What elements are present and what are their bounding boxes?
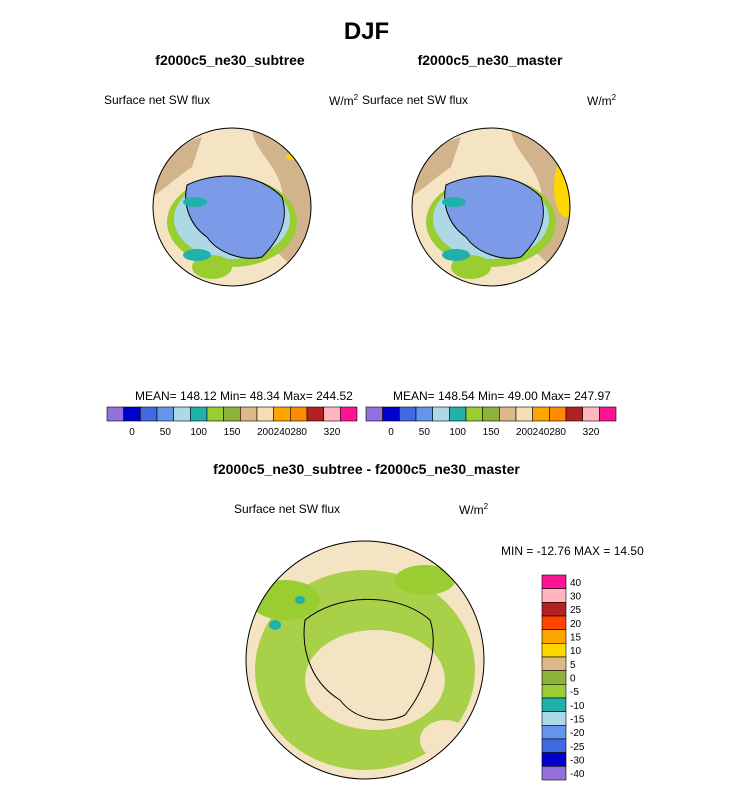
colorbar-cell xyxy=(541,725,567,740)
colorbar-cell xyxy=(340,406,358,422)
colorbar-tick-label: 150 xyxy=(483,427,500,438)
colorbar-cell xyxy=(541,588,567,603)
colorbar-tick-label: 15 xyxy=(570,633,582,644)
colorbar-tick-label: 20 xyxy=(570,619,582,630)
colorbar-cell xyxy=(156,406,174,422)
colorbar-cell xyxy=(549,406,567,422)
diff-variable-label: Surface net SW flux xyxy=(234,502,341,516)
diff-polar-map xyxy=(245,540,485,780)
colorbar-tick-label: -40 xyxy=(570,769,585,780)
left-panel-title: f2000c5_ne30_subtree xyxy=(155,52,305,68)
colorbar-cell xyxy=(541,574,567,589)
left-colorbar: 0 50 100 150 200 240 280 320 xyxy=(106,406,358,438)
colorbar-tick-label: -30 xyxy=(570,756,585,767)
diff-colorbar: 40 30 25 20 15 10 5 0 -5 -10 -15 -20 -25 -30 -40 xyxy=(541,574,585,781)
colorbar-cell xyxy=(273,406,291,422)
left-units-label: W/m2 xyxy=(329,93,359,108)
colorbar-cell xyxy=(499,406,517,422)
right-polar-map xyxy=(411,127,571,287)
colorbar-tick-label: 50 xyxy=(419,427,431,438)
colorbar-tick-label: 50 xyxy=(160,427,172,438)
colorbar-tick-label: 100 xyxy=(449,427,466,438)
colorbar-tick-label: -25 xyxy=(570,742,585,753)
colorbar-cell xyxy=(541,684,567,699)
colorbar-cell xyxy=(240,406,258,422)
colorbar-cell xyxy=(541,738,567,753)
colorbar-cell xyxy=(206,406,224,422)
right-colorbar: 0 50 100 150 200 240 280 320 xyxy=(365,406,617,438)
colorbar-cell xyxy=(541,697,567,712)
colorbar-cell xyxy=(256,406,274,422)
colorbar-cell xyxy=(541,670,567,685)
colorbar-cell xyxy=(541,766,567,781)
colorbar-cell xyxy=(541,643,567,658)
left-variable-label: Surface net SW flux xyxy=(104,93,211,107)
colorbar-cell xyxy=(515,406,533,422)
colorbar-tick-label: 10 xyxy=(570,646,582,657)
colorbar-tick-label: 200 xyxy=(516,427,533,438)
colorbar-cell xyxy=(482,406,500,422)
colorbar-tick-label: 240 xyxy=(274,427,291,438)
colorbar-cell xyxy=(123,406,141,422)
colorbar-tick-label: 40 xyxy=(570,578,582,589)
diff-panel-title: f2000c5_ne30_subtree - f2000c5_ne30_mast… xyxy=(213,461,520,477)
colorbar-tick-label: 25 xyxy=(570,605,582,616)
colorbar-cell xyxy=(306,406,324,422)
colorbar-cell xyxy=(140,406,158,422)
colorbar-tick-label: 280 xyxy=(290,427,307,438)
right-units-label: W/m2 xyxy=(587,93,617,108)
colorbar-cell xyxy=(399,406,417,422)
colorbar-cell xyxy=(106,406,124,422)
diff-units-label: W/m2 xyxy=(459,502,489,517)
colorbar-tick-label: 0 xyxy=(570,674,576,685)
colorbar-cell xyxy=(532,406,550,422)
colorbar-tick-label: 240 xyxy=(533,427,550,438)
left-stats: MEAN= 148.12 Min= 48.34 Max= 244.52 xyxy=(135,389,353,403)
colorbar-cell xyxy=(541,711,567,726)
diff-stats: MIN = -12.76 MAX = 14.50 xyxy=(501,544,644,558)
colorbar-tick-label: -15 xyxy=(570,715,585,726)
colorbar-tick-label: 30 xyxy=(570,592,582,603)
colorbar-cell xyxy=(365,406,383,422)
colorbar-cell xyxy=(432,406,450,422)
colorbar-cell xyxy=(415,406,433,422)
colorbar-tick-label: 5 xyxy=(570,660,576,671)
colorbar-cell xyxy=(223,406,241,422)
colorbar-cell xyxy=(465,406,483,422)
right-stats: MEAN= 148.54 Min= 49.00 Max= 247.97 xyxy=(393,389,611,403)
colorbar-cell xyxy=(541,602,567,617)
colorbar-tick-label: 100 xyxy=(190,427,207,438)
colorbar-cell xyxy=(449,406,467,422)
colorbar-tick-label: -5 xyxy=(570,687,579,698)
colorbar-tick-label: 0 xyxy=(388,427,394,438)
colorbar-tick-label: 200 xyxy=(257,427,274,438)
right-panel-title: f2000c5_ne30_master xyxy=(417,52,563,68)
colorbar-tick-label: 280 xyxy=(549,427,566,438)
colorbar-cell xyxy=(382,406,400,422)
colorbar-tick-label: 0 xyxy=(129,427,135,438)
colorbar-cell xyxy=(565,406,583,422)
left-polar-map xyxy=(152,127,312,287)
colorbar-tick-label: 150 xyxy=(224,427,241,438)
colorbar-cell xyxy=(173,406,191,422)
colorbar-cell xyxy=(323,406,341,422)
colorbar-cell xyxy=(541,615,567,630)
figure-title: DJF xyxy=(343,18,390,45)
colorbar-cell xyxy=(599,406,617,422)
colorbar-cell xyxy=(541,629,567,644)
right-variable-label: Surface net SW flux xyxy=(362,93,469,107)
colorbar-tick-label: 320 xyxy=(324,427,341,438)
colorbar-tick-label: -10 xyxy=(570,701,585,712)
colorbar-cell xyxy=(541,656,567,671)
colorbar-cell xyxy=(582,406,600,422)
colorbar-tick-label: 320 xyxy=(583,427,600,438)
colorbar-cell xyxy=(190,406,208,422)
colorbar-cell xyxy=(541,752,567,767)
colorbar-cell xyxy=(290,406,308,422)
colorbar-tick-label: -20 xyxy=(570,728,585,739)
